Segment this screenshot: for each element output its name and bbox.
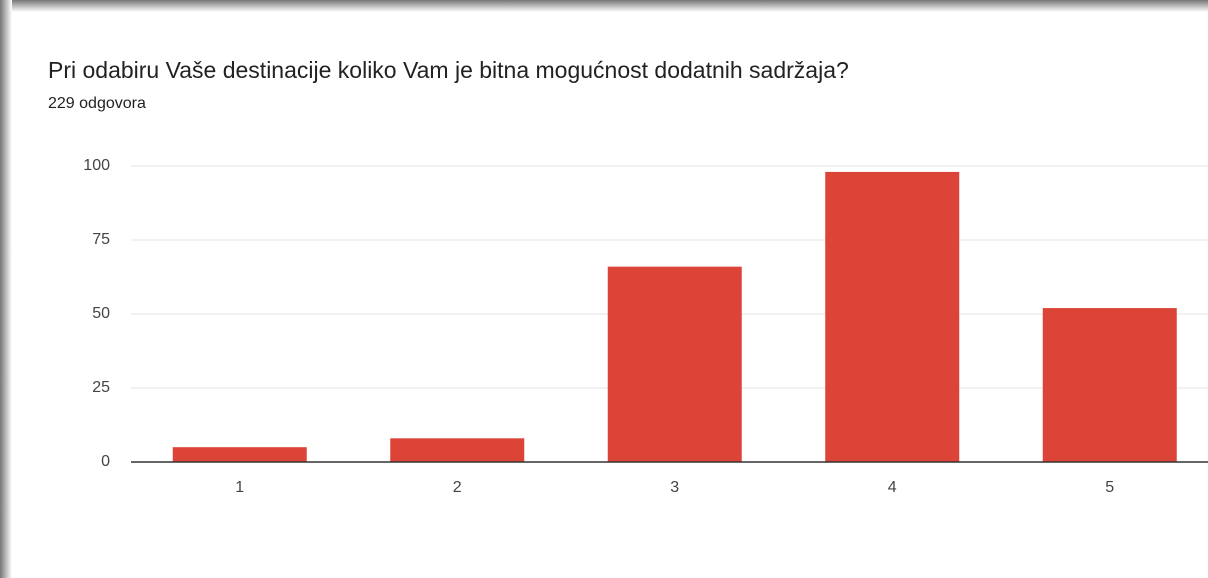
- bar: [390, 438, 525, 462]
- y-tick-label: 100: [83, 157, 110, 174]
- card-shadow-top: [0, 0, 1208, 12]
- x-tick-label: 5: [1105, 479, 1114, 496]
- bar: [1042, 308, 1177, 462]
- x-tick-label: 4: [888, 479, 897, 496]
- bar: [825, 171, 960, 463]
- x-tick-label: 1: [235, 479, 244, 496]
- card-shadow-left: [0, 0, 12, 578]
- bar: [607, 266, 742, 462]
- bar: [172, 447, 307, 462]
- y-tick-label: 50: [92, 305, 110, 322]
- chart-subtitle: 229 odgovora: [48, 95, 146, 112]
- x-tick-label: 2: [453, 479, 462, 496]
- y-tick-label: 25: [92, 379, 110, 396]
- chart-title: Pri odabiru Vaše destinacije koliko Vam …: [48, 57, 849, 83]
- y-tick-label: 75: [92, 231, 110, 248]
- y-tick-label: 0: [101, 453, 110, 470]
- x-tick-label: 3: [670, 479, 679, 496]
